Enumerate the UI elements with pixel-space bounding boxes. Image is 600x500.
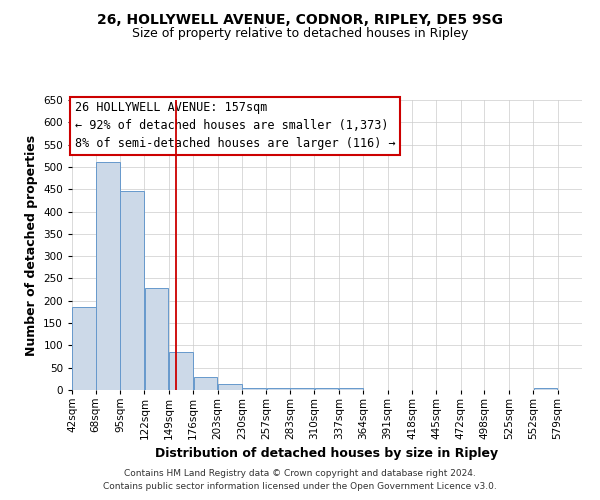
X-axis label: Distribution of detached houses by size in Ripley: Distribution of detached houses by size …	[155, 448, 499, 460]
Bar	[267, 388, 290, 390]
Bar	[169, 352, 193, 390]
Bar	[120, 192, 144, 390]
Text: 26, HOLLYWELL AVENUE, CODNOR, RIPLEY, DE5 9SG: 26, HOLLYWELL AVENUE, CODNOR, RIPLEY, DE…	[97, 12, 503, 26]
Bar	[290, 388, 314, 390]
Text: Contains public sector information licensed under the Open Government Licence v3: Contains public sector information licen…	[103, 482, 497, 491]
Bar	[96, 162, 119, 390]
Bar	[194, 376, 217, 390]
Text: 26 HOLLYWELL AVENUE: 157sqm
← 92% of detached houses are smaller (1,373)
8% of s: 26 HOLLYWELL AVENUE: 157sqm ← 92% of det…	[74, 102, 395, 150]
Y-axis label: Number of detached properties: Number of detached properties	[25, 134, 38, 356]
Text: Size of property relative to detached houses in Ripley: Size of property relative to detached ho…	[132, 28, 468, 40]
Bar	[242, 388, 266, 390]
Bar	[315, 388, 338, 390]
Bar	[533, 388, 557, 390]
Bar	[145, 288, 169, 390]
Bar	[339, 388, 363, 390]
Bar	[218, 384, 242, 390]
Bar	[73, 308, 96, 390]
Text: Contains HM Land Registry data © Crown copyright and database right 2024.: Contains HM Land Registry data © Crown c…	[124, 468, 476, 477]
